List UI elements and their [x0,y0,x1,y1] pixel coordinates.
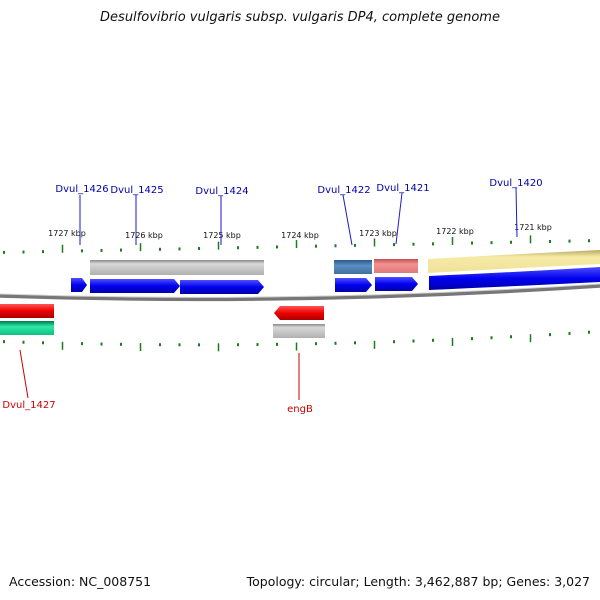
gene-label[interactable]: Dvul_1422 [317,185,370,196]
scale-label: 1721 kbp [514,223,552,232]
scale-label: 1725 kbp [203,231,241,240]
feature-bar-green[interactable] [0,321,54,335]
gene-arrow-forward[interactable] [429,267,600,290]
genome-stats-text: Topology: circular; Length: 3,462,887 bp… [246,574,590,589]
scale-label: 1722 kbp [436,227,474,236]
gene-arrow-forward[interactable] [180,280,264,294]
scale-label: 1726 kbp [125,231,163,240]
scale-ticks-bottom [3,330,590,352]
feature-bar-steelblue[interactable] [334,260,372,274]
gene-label[interactable]: Dvul_1425 [110,185,163,196]
gene-arrow-forward[interactable] [335,278,372,292]
gene-label[interactable]: Dvul_1421 [376,183,429,194]
gene-label[interactable]: Dvul_1427 [2,400,55,411]
gene-label[interactable]: engB [287,404,313,415]
map-title: Desulfovibrio vulgaris subsp. vulgaris D… [100,10,500,25]
feature-bar-gray[interactable] [90,260,264,275]
genome-backbone [0,284,600,302]
gene-label[interactable]: Dvul_1426 [55,184,108,195]
feature-bar-pink[interactable] [374,259,418,273]
gene-arrow-reverse[interactable] [274,306,324,320]
gene-arrow-forward[interactable] [90,279,180,293]
scale-label: 1724 kbp [281,231,319,240]
feature-bar-gray-reverse[interactable] [273,324,325,338]
gene-arrow-forward[interactable] [71,278,87,292]
feature-bar-yellow[interactable] [428,250,600,273]
scale-label: 1727 kbp [48,229,86,238]
gene-arrow-reverse[interactable] [0,304,54,318]
scale-label: 1723 kbp [359,229,397,238]
accession-text: Accession: NC_008751 [9,574,152,589]
gene-label[interactable]: Dvul_1424 [195,186,248,197]
scale-ticks-top [3,235,590,254]
gene-label[interactable]: Dvul_1420 [489,178,542,189]
gene-arrow-forward[interactable] [375,277,418,291]
